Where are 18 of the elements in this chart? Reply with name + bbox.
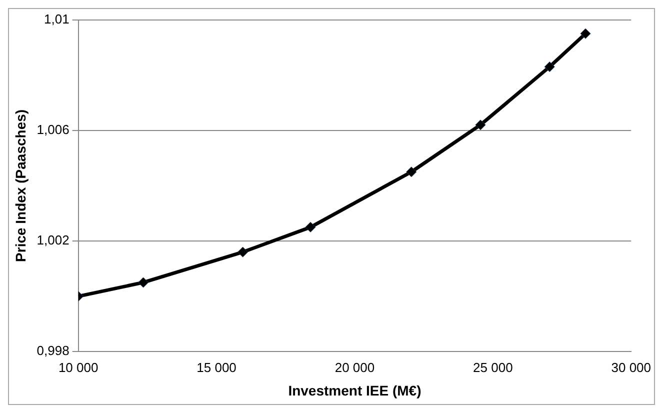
point: [238, 246, 248, 258]
point: [305, 222, 316, 232]
x-axis-title: Investment IEE (M€): [288, 382, 422, 398]
y-tick-label: 1,006: [36, 122, 70, 137]
point: [580, 28, 591, 39]
y-tick-label: 1,002: [36, 232, 70, 248]
x-tick-label: 20 000: [334, 360, 375, 375]
y-axis-title: Price Index (Paasches): [12, 109, 28, 262]
x-tick-label: 30 000: [611, 360, 651, 375]
y-tick-label: 0,998: [36, 343, 70, 358]
point: [475, 120, 486, 130]
x-tick-label: 15 000: [196, 360, 236, 375]
y-tick-label: 1,01: [44, 11, 70, 26]
point: [138, 277, 149, 288]
x-tick-label: 10 000: [58, 360, 98, 375]
point: [544, 62, 555, 72]
x-tick-label: 25 000: [473, 360, 513, 375]
point: [406, 166, 417, 178]
